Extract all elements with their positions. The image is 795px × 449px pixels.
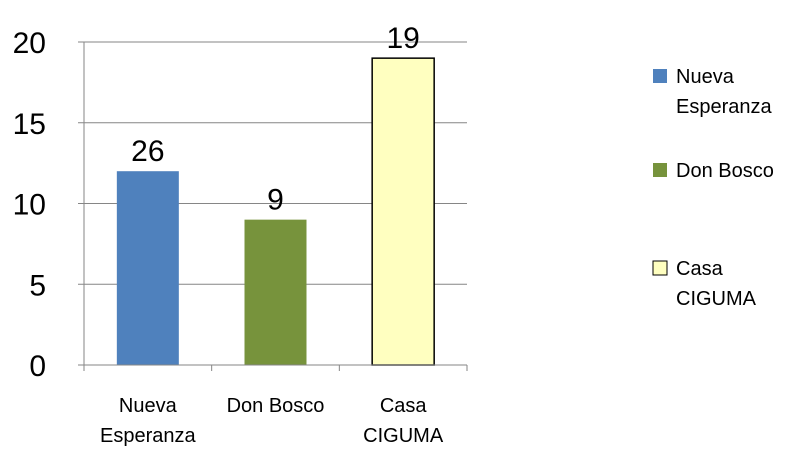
bar bbox=[244, 219, 307, 365]
legend-swatch bbox=[652, 260, 668, 276]
legend-label: Don Bosco bbox=[676, 160, 774, 182]
legend-label: Esperanza bbox=[676, 96, 772, 118]
legend-label: Casa bbox=[676, 258, 724, 280]
axes bbox=[78, 41, 468, 371]
x-category-label: Esperanza bbox=[100, 425, 196, 447]
data-labels: 26 9 19 bbox=[131, 22, 420, 217]
x-category-label: Casa bbox=[380, 395, 428, 417]
x-axis-category-labels: Nueva Esperanza Don Bosco Casa CIGUMA bbox=[100, 395, 444, 447]
legend-label: CIGUMA bbox=[676, 288, 757, 310]
legend: Nueva Esperanza Don Bosco Casa CIGUMA bbox=[652, 66, 774, 310]
y-tick-label: 0 bbox=[29, 350, 46, 383]
x-category-label: Don Bosco bbox=[227, 395, 325, 417]
legend-swatch bbox=[653, 69, 667, 83]
y-axis-tick-labels: 0 5 10 15 20 bbox=[13, 27, 46, 383]
bar bbox=[371, 57, 435, 366]
bar bbox=[116, 171, 179, 365]
legend-swatch bbox=[653, 163, 667, 177]
y-tick-label: 20 bbox=[13, 27, 46, 60]
x-category-label: CIGUMA bbox=[363, 425, 444, 447]
x-category-label: Nueva bbox=[119, 395, 178, 417]
y-tick-label: 5 bbox=[29, 269, 46, 302]
data-label: 9 bbox=[267, 184, 284, 217]
legend-label: Nueva bbox=[676, 66, 735, 88]
y-tick-label: 15 bbox=[13, 108, 46, 141]
data-label: 19 bbox=[386, 22, 419, 55]
data-label: 26 bbox=[131, 135, 164, 168]
bars bbox=[116, 57, 435, 366]
y-tick-label: 10 bbox=[13, 189, 46, 222]
